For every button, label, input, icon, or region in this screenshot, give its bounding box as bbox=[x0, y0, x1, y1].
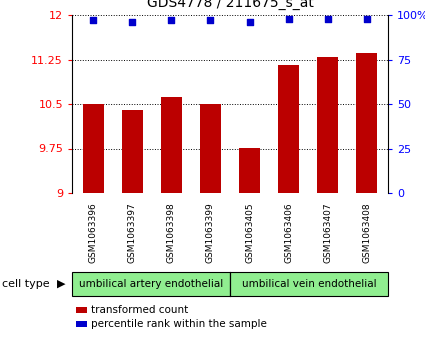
Text: GSM1063406: GSM1063406 bbox=[284, 202, 293, 263]
Point bbox=[363, 16, 370, 21]
Point bbox=[285, 16, 292, 21]
Text: GSM1063396: GSM1063396 bbox=[89, 202, 98, 263]
Text: transformed count: transformed count bbox=[91, 305, 188, 315]
Bar bbox=[317, 57, 338, 193]
Point bbox=[129, 19, 136, 25]
Bar bbox=[278, 65, 299, 193]
Bar bbox=[161, 97, 182, 193]
Text: GSM1063408: GSM1063408 bbox=[362, 202, 371, 263]
Text: GSM1063405: GSM1063405 bbox=[245, 202, 254, 263]
Point bbox=[324, 16, 331, 21]
Point bbox=[90, 17, 97, 23]
Text: umbilical vein endothelial: umbilical vein endothelial bbox=[242, 279, 376, 289]
Point bbox=[246, 19, 253, 25]
Bar bbox=[122, 110, 143, 193]
Text: GSM1063397: GSM1063397 bbox=[128, 202, 137, 263]
Text: GSM1063399: GSM1063399 bbox=[206, 202, 215, 263]
Text: GSM1063398: GSM1063398 bbox=[167, 202, 176, 263]
Bar bbox=[200, 104, 221, 193]
Text: percentile rank within the sample: percentile rank within the sample bbox=[91, 319, 267, 329]
Point bbox=[207, 17, 214, 23]
Point bbox=[168, 17, 175, 23]
Text: GSM1063407: GSM1063407 bbox=[323, 202, 332, 263]
Bar bbox=[356, 53, 377, 193]
Text: ▶: ▶ bbox=[57, 279, 65, 289]
Text: umbilical artery endothelial: umbilical artery endothelial bbox=[79, 279, 223, 289]
Title: GDS4778 / 211675_s_at: GDS4778 / 211675_s_at bbox=[147, 0, 313, 10]
Bar bbox=[239, 148, 260, 193]
Bar bbox=[83, 104, 104, 193]
Text: cell type: cell type bbox=[2, 279, 50, 289]
